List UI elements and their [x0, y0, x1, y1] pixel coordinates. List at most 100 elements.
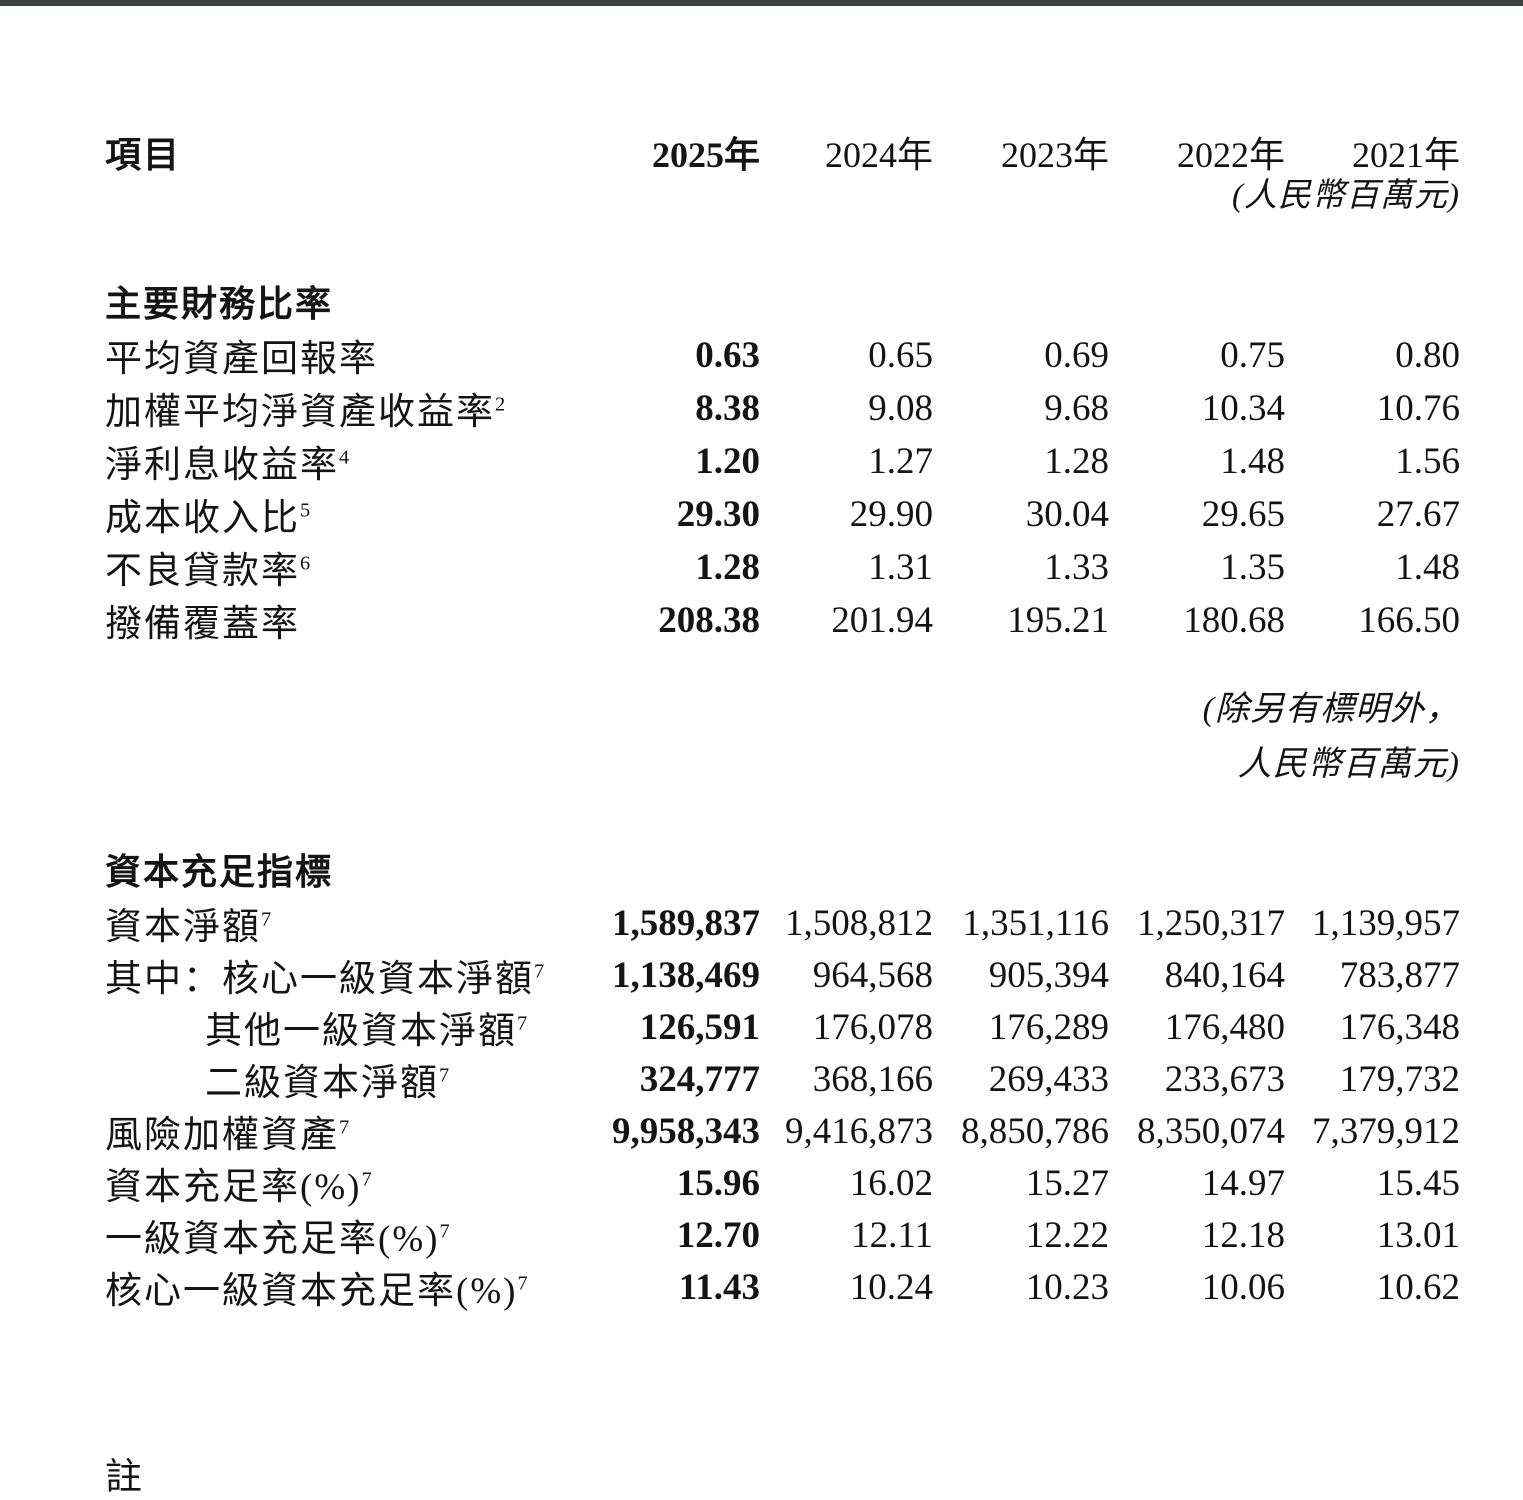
table-row: 一級資本充足率(%)7 12.70 12.11 12.22 12.18 13.01 — [105, 1208, 1460, 1261]
row-value-2021: 10.62 — [1376, 1266, 1460, 1308]
row-value-2021: 10.76 — [1376, 387, 1460, 429]
row-value-2024: 201.94 — [831, 599, 933, 641]
footnote-marker: 7 — [261, 908, 272, 931]
section-title: 主要財務比率 — [105, 284, 334, 325]
section-title: 資本充足指標 — [105, 852, 334, 893]
row-value-2025: 208.38 — [658, 599, 760, 641]
row-value-2025: 0.63 — [695, 334, 760, 376]
row-value-2024: 9,416,873 — [785, 1110, 933, 1152]
row-label: 資本充足率(%)7 — [105, 1167, 372, 1208]
row-value-2023: 0.69 — [1044, 334, 1109, 376]
row-value-2024: 1.27 — [868, 440, 933, 482]
footnote-marker: 7 — [339, 1116, 350, 1139]
row-value-2023: 15.27 — [1025, 1162, 1109, 1204]
table-row: 淨利息收益率4 1.20 1.27 1.28 1.48 1.56 — [105, 434, 1460, 487]
table-row: 資本淨額7 1,589,837 1,508,812 1,351,116 1,250,31… — [105, 896, 1460, 949]
footnote-marker: 5 — [300, 499, 311, 522]
row-value-2021: 7,379,912 — [1312, 1110, 1460, 1152]
unit-change-note-line: 人民幣百萬元) — [1237, 746, 1460, 783]
footnote-marker: 7 — [517, 1012, 528, 1035]
column-header-2022: 2022年 — [1176, 135, 1285, 175]
row-value-2021: 1.56 — [1395, 440, 1460, 482]
footnote-marker: 7 — [517, 1272, 528, 1295]
row-value-2021: 27.67 — [1376, 493, 1460, 535]
row-value-2022: 1.35 — [1220, 546, 1285, 588]
row-value-2022: 29.65 — [1201, 493, 1285, 535]
row-value-2023: 269,433 — [988, 1058, 1109, 1100]
row-value-2024: 176,078 — [812, 1006, 933, 1048]
table-row: 加權平均淨資產收益率2 8.38 9.08 9.68 10.34 10.76 — [105, 381, 1460, 434]
row-label: 成本收入比5 — [105, 498, 311, 539]
row-value-2025: 11.43 — [678, 1266, 760, 1308]
row-value-2024: 964,568 — [812, 954, 933, 996]
row-value-2021: 179,732 — [1339, 1058, 1460, 1100]
table-row: 其他一級資本淨額7 126,591 176,078 176,289 176,480 176… — [105, 1000, 1460, 1053]
row-value-2025: 324,777 — [639, 1058, 760, 1100]
table-row: 二級資本淨額7 324,777 368,166 269,433 233,673 179,7… — [105, 1052, 1460, 1105]
row-value-2022: 1,250,317 — [1137, 902, 1285, 944]
row-value-2022: 840,164 — [1164, 954, 1285, 996]
table-row: 資本充足率(%)7 15.96 16.02 15.27 14.97 15.45 — [105, 1156, 1460, 1209]
viewer-top-edge-bar — [0, 0, 1523, 6]
table-body: 主要財務比率 平均資產回報率 0.63 0.65 0.69 0.75 0.80 加權平均淨資產… — [105, 274, 1460, 1312]
table-row: 風險加權資產7 9,958,343 9,416,873 8,850,786 8,350,… — [105, 1104, 1460, 1157]
row-value-2021: 176,348 — [1339, 1006, 1460, 1048]
footnote-marker: 7 — [534, 960, 545, 983]
row-label: 其他一級資本淨額7 — [205, 1011, 528, 1052]
footnote-marker: 2 — [495, 393, 506, 416]
financial-summary-table: 項目 2025年 2024年 2023年 2022年 2021年 (人民幣百萬元… — [0, 126, 1523, 1498]
row-value-2022: 10.34 — [1201, 387, 1285, 429]
row-label: 資本淨額7 — [105, 907, 272, 948]
row-value-2023: 1,351,116 — [962, 902, 1109, 944]
row-value-2022: 12.18 — [1201, 1214, 1285, 1256]
row-value-2022: 180.68 — [1183, 599, 1285, 641]
row-value-2023: 195.21 — [1007, 599, 1109, 641]
row-label: 平均資產回報率 — [105, 339, 378, 380]
row-value-2025: 9,958,343 — [612, 1110, 760, 1152]
row-value-2021: 1.48 — [1395, 546, 1460, 588]
row-value-2025: 29.30 — [676, 493, 760, 535]
row-value-2023: 905,394 — [988, 954, 1109, 996]
row-label: 不良貸款率6 — [105, 551, 311, 592]
row-label: 加權平均淨資產收益率2 — [105, 392, 506, 433]
footnote-marker: 6 — [300, 552, 311, 575]
row-value-2023: 12.22 — [1025, 1214, 1109, 1256]
table-row: 撥備覆蓋率 208.38 201.94 195.21 180.68 166.50 — [105, 593, 1460, 646]
row-value-2023: 8,850,786 — [961, 1110, 1109, 1152]
row-label: 其中：核心一級資本淨額7 — [105, 959, 545, 1000]
footnote-marker: 7 — [439, 1064, 450, 1087]
unit-change-note-line: (除另有標明外， — [1202, 691, 1460, 728]
row-value-2022: 1.48 — [1220, 440, 1285, 482]
column-header-2023: 2023年 — [1000, 135, 1109, 175]
row-value-2024: 1,508,812 — [785, 902, 933, 944]
table-header-row: 項目 2025年 2024年 2023年 2022年 2021年 — [105, 126, 1460, 178]
row-value-2023: 10.23 — [1025, 1266, 1109, 1308]
row-value-2024: 1.31 — [868, 546, 933, 588]
row-label: 風險加權資產7 — [105, 1115, 350, 1156]
row-value-2022: 233,673 — [1164, 1058, 1285, 1100]
row-value-2021: 13.01 — [1376, 1214, 1460, 1256]
row-value-2023: 30.04 — [1025, 493, 1109, 535]
table-row: 核心一級資本充足率(%)7 11.43 10.24 10.23 10.06 10.62 — [105, 1260, 1460, 1313]
row-label: 核心一級資本充足率(%)7 — [105, 1271, 528, 1312]
row-value-2021: 1,139,957 — [1312, 902, 1460, 944]
row-value-2024: 9.08 — [868, 387, 933, 429]
row-value-2025: 12.70 — [676, 1214, 760, 1256]
row-value-2024: 368,166 — [812, 1058, 933, 1100]
row-value-2025: 1.20 — [695, 440, 760, 482]
footnote-marker: 7 — [439, 1220, 450, 1243]
table-row: 其中：核心一級資本淨額7 1,138,469 964,568 905,394 840,1… — [105, 948, 1460, 1001]
row-value-2025: 126,591 — [639, 1006, 760, 1048]
row-value-2022: 10.06 — [1201, 1266, 1285, 1308]
row-value-2021: 166.50 — [1358, 599, 1460, 641]
row-value-2024: 0.65 — [868, 334, 933, 376]
currency-unit-note: (人民幣百萬元) — [1232, 178, 1460, 214]
row-value-2025: 1,589,837 — [612, 902, 760, 944]
column-header-2021: 2021年 — [1351, 135, 1460, 175]
row-value-2021: 0.80 — [1395, 334, 1460, 376]
clipped-footnote-heading: 註 — [105, 1457, 144, 1498]
row-value-2021: 783,877 — [1339, 954, 1460, 996]
footnote-marker: 7 — [361, 1168, 372, 1191]
row-label: 一級資本充足率(%)7 — [105, 1219, 450, 1260]
